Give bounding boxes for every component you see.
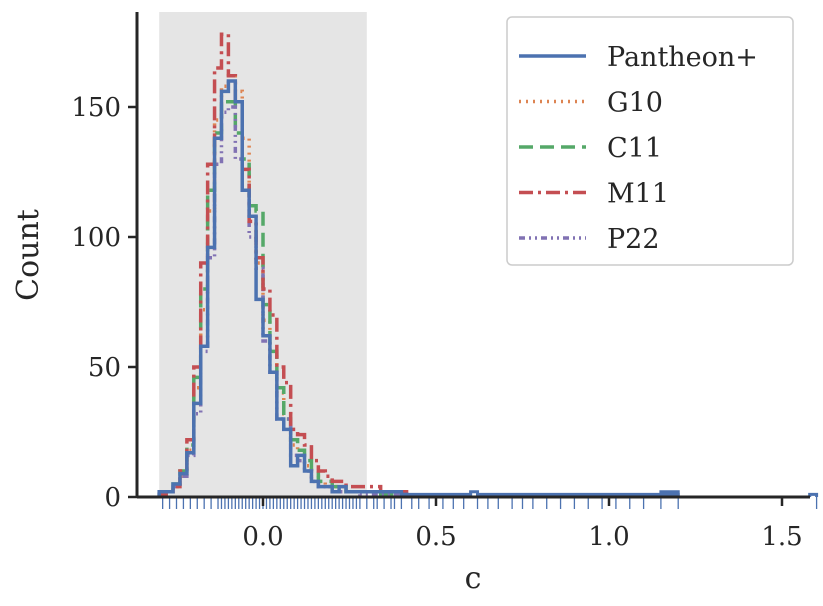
legend-label: Pantheon+	[607, 42, 758, 73]
y-tick-label: 50	[88, 353, 121, 383]
y-ticks: 0 50 100 150	[71, 93, 137, 513]
y-tick-label: 0	[104, 483, 121, 513]
axes	[135, 12, 810, 499]
x-tick-label: 0.5	[415, 522, 456, 552]
rug-layer	[162, 497, 818, 509]
legend-box	[506, 16, 794, 266]
y-axis-label: Count	[11, 209, 46, 301]
x-tick-label: 1.0	[588, 522, 629, 552]
tail-segment	[659, 490, 680, 497]
x-ticks: 0.0 0.5 1.0 1.5	[242, 497, 803, 552]
series-m11	[157, 32, 409, 497]
legend-label: C11	[607, 133, 662, 164]
x-axis-label: c	[465, 561, 482, 596]
legend: Pantheon+ G10 C11 M11 P22	[506, 16, 794, 266]
x-tick-label: 1.5	[761, 522, 802, 552]
tail-segment	[808, 492, 819, 497]
legend-label: G10	[607, 88, 663, 119]
x-tick-label: 0.0	[242, 522, 283, 552]
y-tick-label: 150	[71, 93, 121, 123]
legend-label: M11	[607, 179, 669, 210]
legend-label: P22	[607, 224, 660, 255]
y-tick-label: 100	[71, 223, 121, 253]
series-pantheon-	[157, 79, 409, 497]
